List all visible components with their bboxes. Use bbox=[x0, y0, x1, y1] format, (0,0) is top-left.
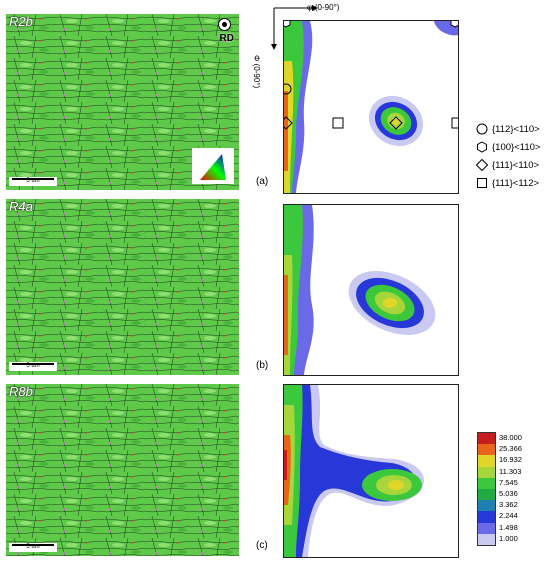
colorbar-cell bbox=[477, 500, 496, 512]
sample-label: R4a bbox=[9, 199, 33, 214]
colorbar-label: 38.000 bbox=[499, 433, 522, 442]
legend-text: {100}<110> bbox=[492, 142, 541, 153]
diamond-icon bbox=[476, 159, 488, 172]
scale-bar: 5 um bbox=[9, 177, 57, 186]
odf-section-b bbox=[283, 204, 459, 376]
rd-direction-icon bbox=[218, 18, 231, 31]
square-icon bbox=[451, 117, 458, 129]
colorbar-cell bbox=[477, 511, 496, 523]
colorbar-cell bbox=[477, 466, 496, 478]
scale-bar: 5 um bbox=[9, 362, 57, 371]
legend-item-111-112: {111}<112> bbox=[476, 177, 539, 191]
panel-letter-a: (a) bbox=[256, 176, 269, 187]
circle-icon bbox=[476, 123, 488, 135]
colorbar-cell bbox=[477, 455, 496, 467]
colorbar-cell bbox=[477, 488, 496, 501]
hexagon-icon bbox=[477, 141, 487, 154]
colorbar-cell bbox=[477, 432, 496, 445]
scale-text: 5 um bbox=[26, 544, 40, 550]
ebsd-grain-texture bbox=[6, 199, 239, 375]
colorbar-cell bbox=[477, 477, 496, 489]
ebsd-map-r2b: R2b RD 5 um bbox=[6, 14, 239, 190]
ideal-orientation-markers bbox=[284, 21, 458, 130]
rd-label: RD bbox=[219, 33, 234, 44]
legend-item-100-110: {100}<110> bbox=[476, 141, 540, 155]
circle-icon bbox=[284, 83, 292, 95]
intensity-colorbar: 38.000 25.366 16.932 11.303 7.545 5.036 3.362 2… bbox=[477, 432, 522, 546]
colorbar-label: 1.000 bbox=[499, 533, 518, 543]
odf-axis-arrows bbox=[271, 5, 318, 50]
panel-letter-c: (c) bbox=[256, 540, 268, 551]
scale-text: 5 um bbox=[26, 178, 40, 184]
colorbar-label: 5.036 bbox=[499, 489, 518, 498]
sample-label: R2b bbox=[9, 14, 33, 29]
Phi-axis-label: Φ (0-90°) bbox=[252, 55, 261, 89]
odf-section-c bbox=[283, 384, 459, 558]
legend-item-111-110: {111}<110> bbox=[476, 159, 539, 173]
colorbar-label: 16.932 bbox=[499, 455, 522, 465]
ebsd-map-r8b: R8b 5 um bbox=[6, 384, 239, 556]
square-icon bbox=[477, 178, 487, 189]
ebsd-map-r4a: R4a 5 um bbox=[6, 199, 239, 375]
odf-section-a bbox=[283, 20, 459, 194]
colorbar-label: 3.362 bbox=[499, 500, 518, 510]
odf-contour-b bbox=[284, 205, 436, 375]
sample-label: R8b bbox=[9, 384, 33, 399]
legend-text: {111}<110> bbox=[492, 160, 540, 171]
colorbar-label: 2.244 bbox=[499, 511, 518, 521]
legend-text: {111}<112> bbox=[492, 178, 540, 189]
ipf-triangle-icon bbox=[192, 148, 234, 184]
colorbar-label: 1.498 bbox=[499, 522, 518, 532]
legend-text: {112}<110> bbox=[492, 124, 540, 135]
colorbar-cell bbox=[477, 522, 496, 534]
square-icon bbox=[332, 117, 344, 129]
panel-letter-b: (b) bbox=[256, 360, 269, 371]
diamond-icon bbox=[389, 116, 403, 130]
odf-contour-c bbox=[284, 385, 424, 557]
scale-bar: 5 um bbox=[9, 543, 57, 552]
ebsd-grain-texture bbox=[6, 384, 239, 556]
phi1-axis-label: φ₁(0-90°) bbox=[307, 3, 340, 12]
colorbar-cell bbox=[477, 444, 496, 456]
hexagon-icon bbox=[450, 21, 458, 28]
colorbar-label: 11.303 bbox=[499, 466, 522, 476]
colorbar-cell bbox=[477, 533, 496, 546]
legend-item-112-110: {112}<110> bbox=[476, 123, 540, 137]
colorbar-label: 25.366 bbox=[499, 444, 522, 454]
colorbar-label: 7.545 bbox=[499, 477, 518, 487]
hexagon-icon bbox=[284, 21, 291, 28]
diamond-icon bbox=[284, 116, 293, 130]
scale-text: 5 um bbox=[26, 363, 40, 369]
